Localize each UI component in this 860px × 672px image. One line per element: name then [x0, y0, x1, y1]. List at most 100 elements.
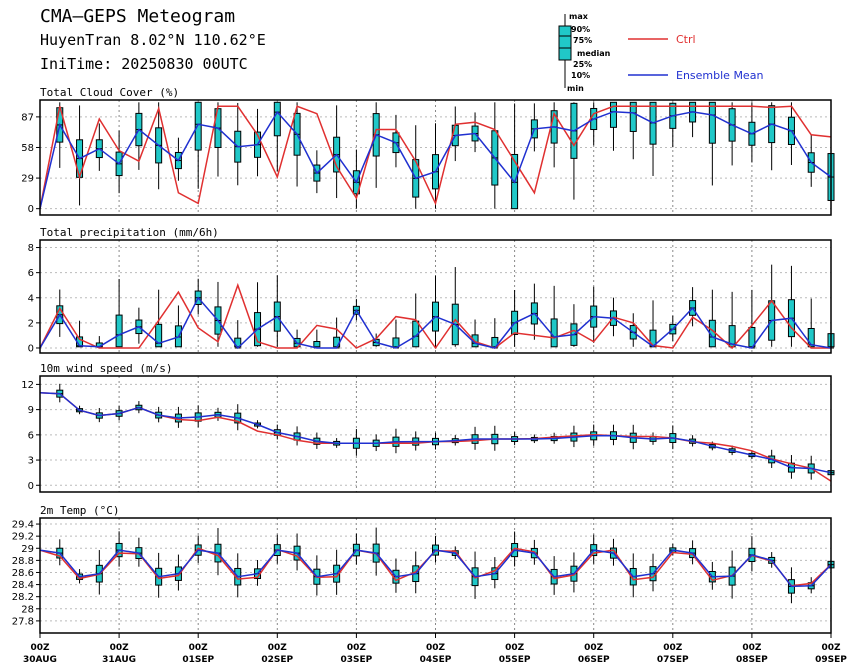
x-tick-label-hour: 00Z — [584, 643, 604, 653]
box-mark — [352, 429, 360, 456]
legend-ctrl-label: Ctrl — [676, 33, 696, 46]
legend: max 90% 75% median 25% 10% min Ctrl Ense… — [558, 12, 763, 93]
box-mark — [511, 290, 519, 347]
box-mark — [155, 289, 163, 348]
legend-p90: 90% — [571, 25, 590, 34]
x-tick-label-date: 02SEP — [261, 655, 293, 665]
box-mark — [570, 102, 578, 200]
box-mark — [392, 319, 400, 349]
box-mark — [748, 536, 756, 572]
x-tick-label-hour: 00Z — [268, 643, 288, 653]
box-body — [609, 101, 617, 128]
box-mark — [550, 102, 558, 168]
y-tick-label: 8 — [28, 243, 34, 254]
y-tick-label: 0 — [28, 204, 34, 215]
box-mark — [273, 101, 281, 172]
y-tick-label: 0 — [28, 481, 34, 492]
box-mark — [530, 103, 538, 152]
box-mark — [807, 134, 815, 187]
box-mark — [214, 528, 222, 576]
x-tick-label-hour: 00Z — [30, 643, 50, 653]
box-mark — [649, 101, 657, 176]
box-body — [273, 101, 281, 137]
legend-box-upper — [558, 25, 572, 37]
y-tick-label: 27.8 — [12, 616, 34, 627]
box-mark — [273, 275, 281, 347]
box-mark — [333, 105, 341, 199]
box-mark — [471, 112, 479, 153]
x-tick-label-date: 09SEP — [815, 655, 847, 665]
y-tick-label: 6 — [28, 268, 34, 279]
panel-frame — [39, 99, 832, 216]
legend-mean-label: Ensemble Mean — [676, 69, 763, 82]
y-tick-label: 0 — [28, 343, 34, 354]
x-tick-label-date: 08SEP — [736, 655, 768, 665]
box-mark — [432, 275, 439, 347]
y-tick-label: 3 — [28, 456, 34, 467]
box-body — [708, 101, 716, 144]
panel-4: 2m Temp (°C) 27.82828.228.428.628.82929.2… — [12, 504, 835, 634]
box-mark — [590, 534, 598, 564]
box-mark — [649, 300, 657, 348]
box-mark — [768, 102, 776, 171]
x-tick-label-hour: 00Z — [663, 643, 683, 653]
y-tick-label: 58 — [21, 143, 34, 154]
box-mark — [432, 535, 439, 563]
box-mark — [669, 102, 677, 148]
box-mark — [728, 102, 736, 166]
box-mark — [174, 305, 182, 348]
series-ctrl-line — [39, 105, 832, 209]
box-mark — [629, 101, 637, 160]
box-body — [629, 101, 637, 132]
x-tick-label-date: 30AUG — [23, 655, 57, 665]
box-mark — [590, 102, 598, 146]
series-mean-line — [39, 296, 832, 350]
y-tick-label: 28.8 — [12, 556, 34, 567]
box-mark — [194, 278, 202, 315]
box-mark — [95, 123, 103, 171]
box-mark — [352, 533, 360, 565]
y-tick-label: 28.4 — [12, 580, 34, 591]
box-body — [550, 318, 558, 348]
x-tick-label-hour: 00Z — [347, 643, 367, 653]
panel-frame — [39, 239, 832, 354]
panel-title: Total Cloud Cover (%) — [40, 86, 179, 99]
box-mark — [293, 533, 301, 571]
x-tick-label-date: 03SEP — [341, 655, 373, 665]
series-mean-line — [39, 549, 832, 588]
init-time-label: IniTime: 20250830 00UTC — [40, 55, 248, 73]
page-title: CMA—GEPS Meteogram — [40, 6, 236, 27]
box-body — [194, 101, 202, 151]
series-mean-line — [39, 392, 832, 474]
y-tick-label: 87 — [21, 112, 34, 123]
x-tick-label-hour: 00Z — [189, 643, 209, 653]
x-tick-label-date: 31AUG — [102, 655, 136, 665]
legend-p25: 25% — [573, 60, 592, 69]
series-mean-line — [39, 110, 832, 209]
panel-frame — [39, 375, 832, 493]
box-mark — [728, 291, 736, 348]
y-tick-label: 29.2 — [12, 532, 34, 543]
legend-p75: 75% — [573, 36, 592, 45]
legend-max: max — [569, 12, 589, 21]
y-tick-label: 29 — [21, 174, 34, 185]
box-mark — [748, 289, 756, 349]
box-mark — [135, 307, 143, 344]
legend-p10: 10% — [571, 71, 590, 80]
box-body — [807, 328, 815, 348]
box-mark — [313, 329, 321, 349]
box-mark — [451, 267, 459, 347]
panel-title: 10m wind speed (m/s) — [40, 362, 172, 375]
box-body — [392, 337, 400, 348]
location-label: HuyenTran 8.02°N 110.62°E — [40, 31, 266, 49]
box-mark — [570, 304, 578, 347]
panel-1: Total Cloud Cover (%) 0 29 58 87 — [21, 86, 835, 216]
panel-title: 2m Temp (°C) — [40, 504, 119, 517]
x-tick-label-date: 04SEP — [420, 655, 452, 665]
panel-title: Total precipitation (mm/6h) — [40, 226, 219, 239]
x-tick-label-hour: 00Z — [426, 643, 446, 653]
y-tick-label: 2 — [28, 318, 34, 329]
series-ctrl-line — [39, 282, 831, 350]
box-mark — [511, 103, 519, 210]
